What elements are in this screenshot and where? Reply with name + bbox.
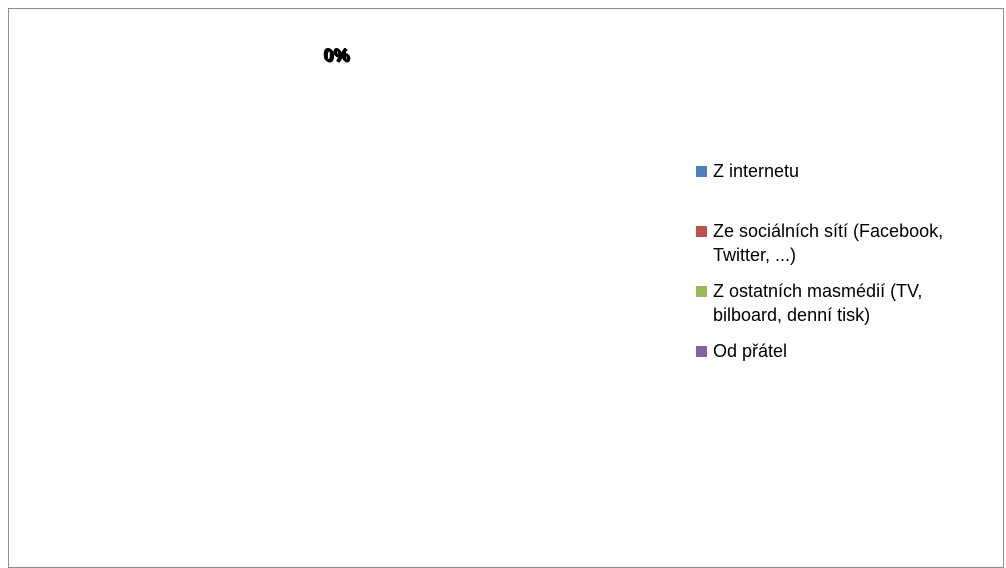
legend-item-z-internetu: Z internetu <box>693 159 1003 183</box>
pie-data-label: 0% <box>324 46 350 66</box>
chart-frame: 0% 0% 0% 0% Z internetu Ze sociálních sítí … <box>8 8 1004 568</box>
pie-data-label: 0% <box>325 47 351 67</box>
legend-label: Od přátel <box>713 341 788 361</box>
pie-data-label: 0% <box>323 45 349 65</box>
legend-label: Z ostatních masmédií (TV, <box>713 281 923 301</box>
chart-legend: Z internetu Ze sociálních sítí (Facebook… <box>693 147 1003 363</box>
legend-label-continued: bilboard, denní tisk) <box>713 305 871 325</box>
legend-item-od-pratel: Od přátel <box>693 339 1003 363</box>
legend-swatch <box>696 226 707 237</box>
pie-plot-area: 0% 0% 0% 0% <box>9 9 669 561</box>
legend-item-socialni-site: Ze sociálních sítí (Facebook, Twitter, .… <box>693 219 1003 267</box>
legend-label: Z internetu <box>713 161 800 181</box>
pie-chart: 0%0%0%0% <box>323 45 351 67</box>
legend-label: Ze sociálních sítí (Facebook, <box>713 221 944 241</box>
legend-swatch <box>696 346 707 357</box>
legend-swatch <box>696 166 707 177</box>
legend-swatch <box>696 286 707 297</box>
legend-item-ostatni-masmedia: Z ostatních masmédií (TV, bilboard, denn… <box>693 279 1003 327</box>
pie-data-label: 0% <box>324 46 350 66</box>
legend-label-continued: Twitter, ...) <box>713 245 797 265</box>
